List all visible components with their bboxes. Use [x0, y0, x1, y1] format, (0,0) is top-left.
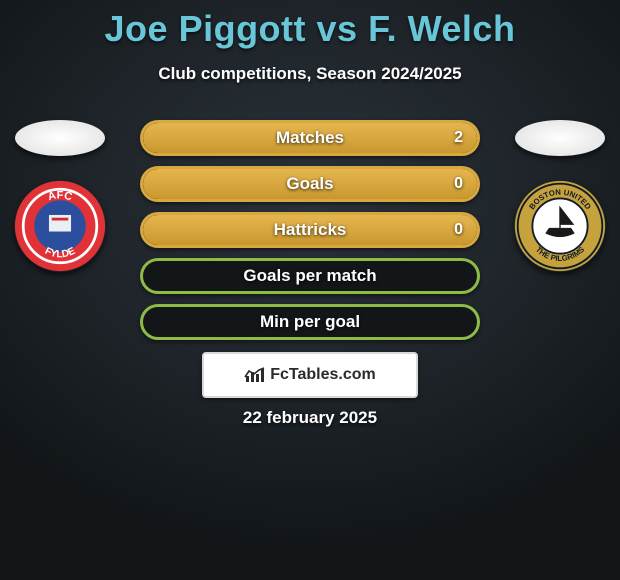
page-subtitle: Club competitions, Season 2024/2025 [0, 64, 620, 84]
stat-label: Matches [143, 123, 477, 153]
stat-label: Goals per match [143, 261, 477, 291]
stat-bar: Goals0 [140, 166, 480, 202]
page-title: Joe Piggott vs F. Welch [0, 0, 620, 50]
brand-text: FcTables.com [270, 366, 376, 384]
club-crest-left: AFC FYLDE [14, 180, 106, 272]
stat-bar: Goals per match [140, 258, 480, 294]
crest-left-emblem-box [49, 215, 71, 232]
stat-value-right: 0 [454, 221, 463, 239]
stat-bar: Hattricks0 [140, 212, 480, 248]
crest-left-emblem-stripe [52, 218, 69, 221]
content-root: Joe Piggott vs F. Welch Club competition… [0, 0, 620, 580]
stat-value-right: 2 [454, 129, 463, 147]
stat-value-right: 0 [454, 175, 463, 193]
brand-card: FcTables.com [202, 352, 418, 398]
stat-label: Hattricks [143, 215, 477, 245]
stat-label: Goals [143, 169, 477, 199]
player-left-photo-placeholder [15, 120, 105, 156]
page-date: 22 february 2025 [0, 408, 620, 428]
stat-bars-group: Matches2Goals0Hattricks0Goals per matchM… [140, 120, 480, 350]
player-right-column: BOSTON UNITED THE PILGRIMS [500, 120, 620, 272]
stat-bar: Min per goal [140, 304, 480, 340]
player-right-photo-placeholder [515, 120, 605, 156]
brand-chart-icon [244, 366, 266, 384]
stat-bar: Matches2 [140, 120, 480, 156]
crest-left-text-top: AFC [47, 189, 74, 203]
stat-label: Min per goal [143, 307, 477, 337]
player-left-column: AFC FYLDE [0, 120, 120, 272]
club-crest-right: BOSTON UNITED THE PILGRIMS [514, 180, 606, 272]
